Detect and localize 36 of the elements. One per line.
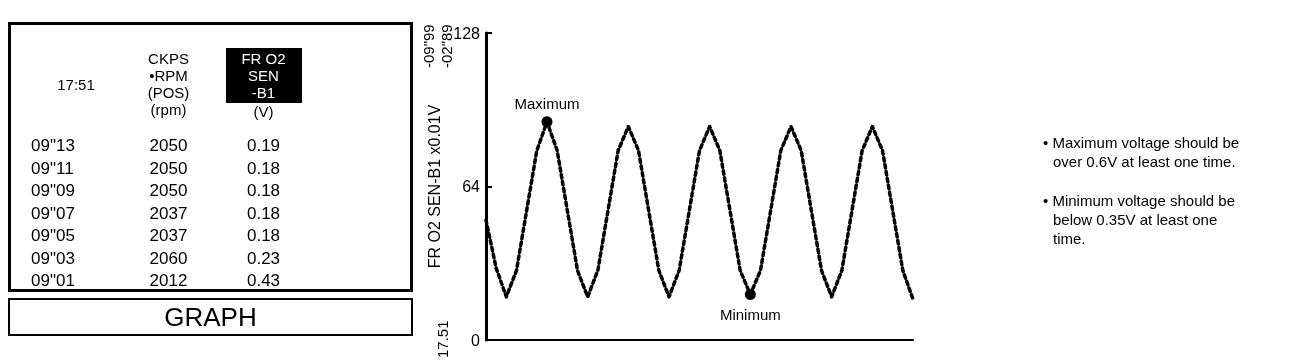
text: 0.23 [246,248,281,268]
text: 2050 [149,136,188,156]
text: • Minimum voltage should be below 0.35V at least one time. [1043,191,1236,248]
text: 09"13 [31,136,75,156]
text: 0.18 [246,181,281,201]
annotation: Maximum [514,95,580,113]
text: 2050 [149,158,188,178]
text: 0.18 [246,158,281,178]
category-label: FR O2 SEN -B1 (V) [240,50,287,120]
text: 2050 [149,181,188,201]
text: 0.43 [246,271,281,291]
text: 09"09 [31,181,75,201]
text: 0.18 [246,203,281,223]
text: 09"05 [31,226,75,246]
text: 0.19 [246,136,281,156]
y-axis-title: FR O2 SEN-B1 x0.01V [425,104,443,269]
text: 17.51 [434,320,451,358]
text: 09"03 [31,248,75,268]
y-tick-label: 64 [462,178,481,195]
annotation: Minimum [719,305,781,323]
text: 2060 [149,248,188,268]
text: 09"07 [31,203,75,223]
category-label: 17:51 [56,75,96,93]
y-tick-label: 0 [471,331,481,349]
text: • Maximum voltage should be over 0.6V at least one time. [1043,133,1241,171]
text: 09"01 [31,271,75,291]
text: GRAPH [8,298,413,336]
text: 2037 [149,203,188,223]
text: 09"11 [31,158,74,178]
text: 2037 [149,226,188,246]
text: -02"89 [438,24,455,68]
category-label: CKPS •RPM (POS) (rpm) [146,50,191,118]
text: -09"99 [420,24,437,68]
text: 2012 [149,271,188,291]
y-tick-label: 128 [453,24,481,42]
text: 0.18 [246,226,281,246]
